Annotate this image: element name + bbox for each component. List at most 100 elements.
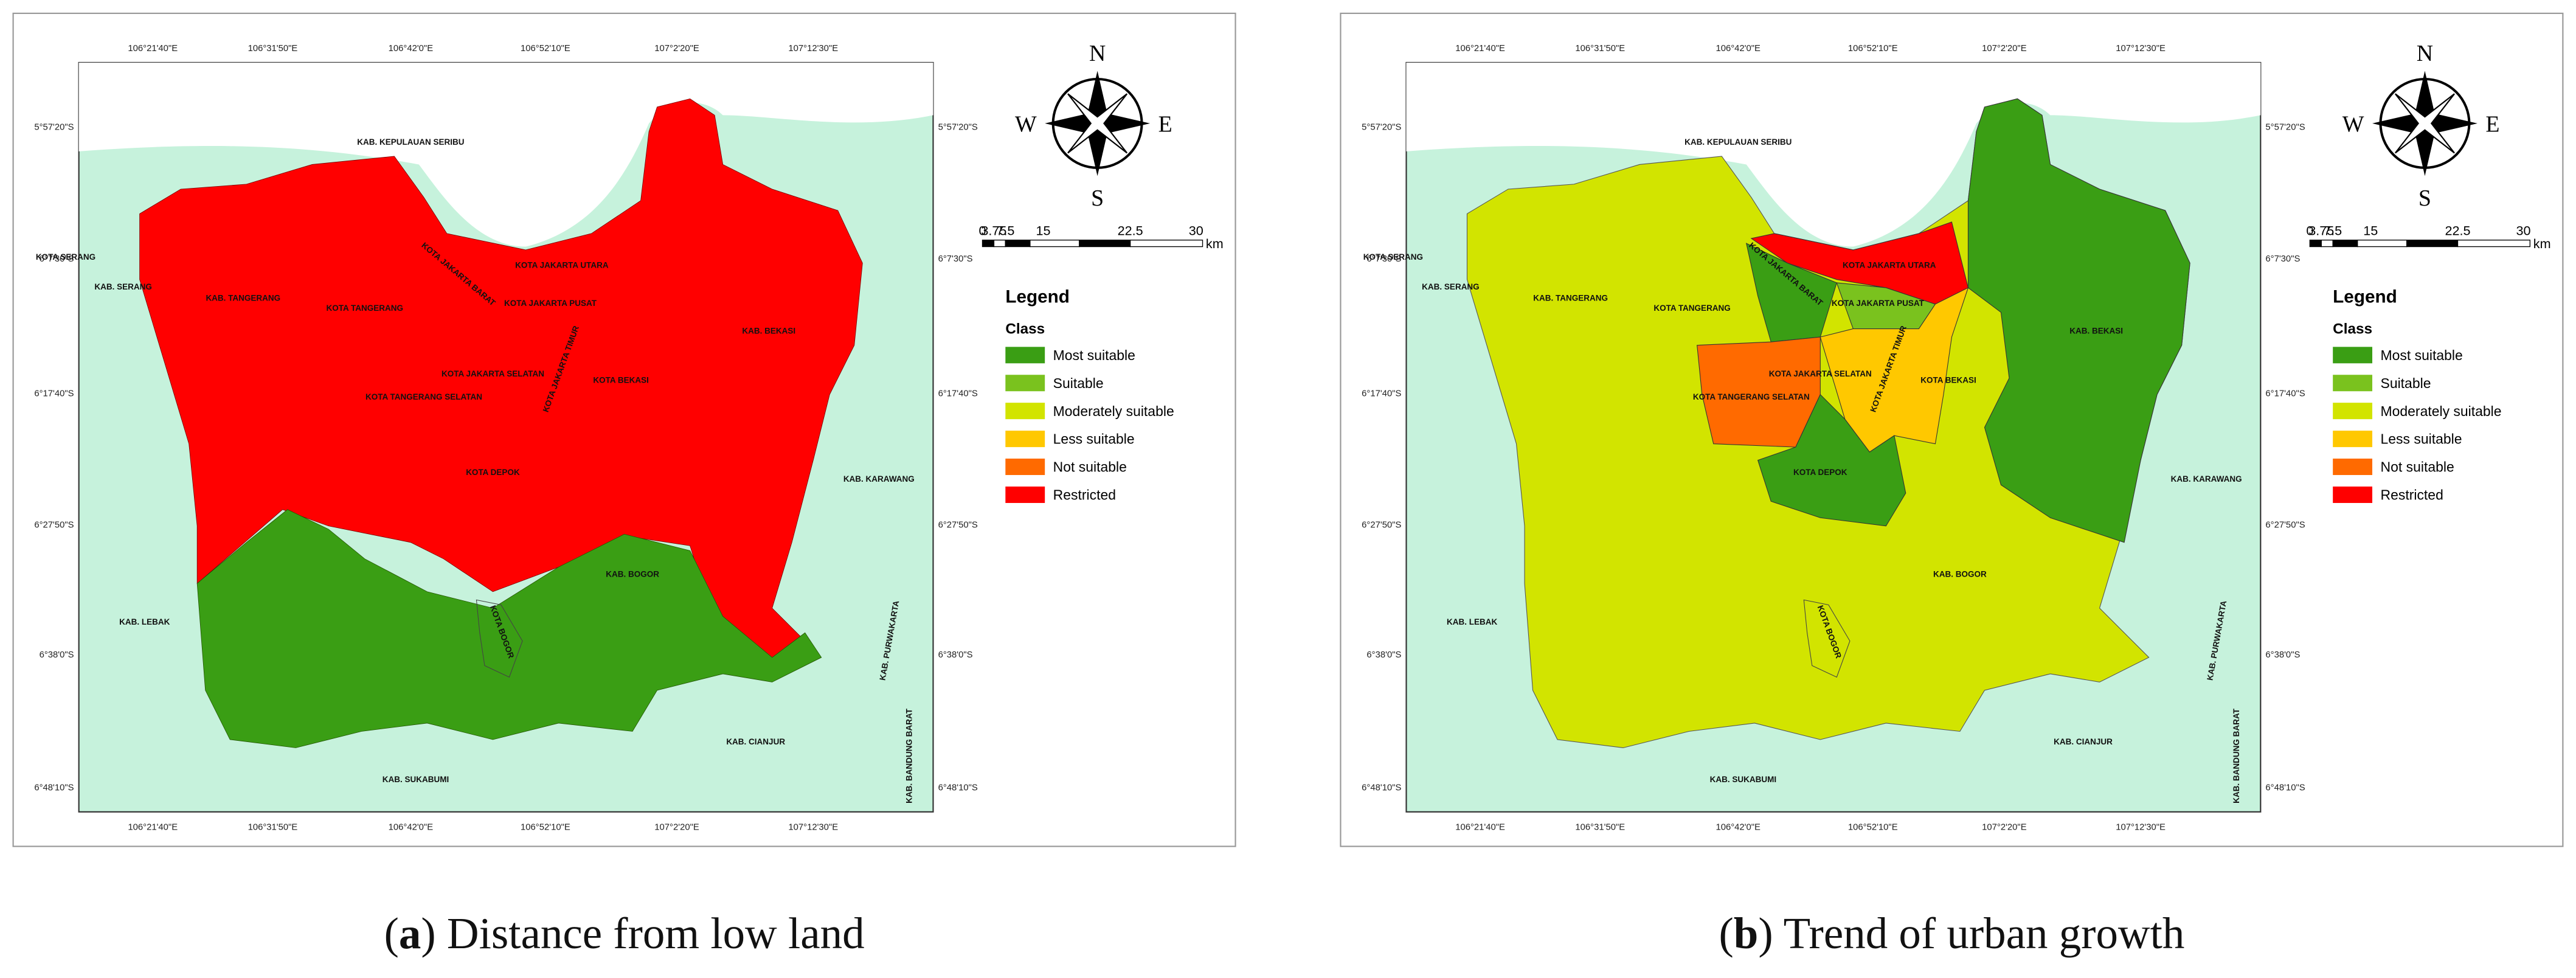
scale-label: 22.5 — [1118, 223, 1143, 238]
scale-label: 30 — [2516, 223, 2531, 238]
region-label: KAB. SUKABUMI — [383, 775, 449, 784]
region-label: KAB. LEBAK — [119, 617, 170, 626]
legend-swatch — [1005, 375, 1045, 392]
region-label: KAB. BOGOR — [606, 570, 659, 579]
legend-swatch — [2333, 486, 2373, 503]
kota-bogor-outline — [476, 599, 523, 678]
lon-label-bottom: 107°2'20"E — [654, 823, 699, 833]
lon-label-top: 107°12'30"E — [788, 44, 838, 54]
lat-label-right: 6°27'50"S — [2265, 520, 2305, 530]
region-label: KOTA JAKARTA SELATAN — [441, 369, 544, 378]
lon-label-top: 106°42'0"E — [389, 44, 434, 54]
compass-star-inner — [1067, 93, 1128, 154]
scale-segment — [2406, 240, 2459, 248]
lat-label-left: 6°7'30"S — [40, 254, 74, 264]
legend-swatch — [1005, 486, 1045, 503]
lon-label-top: 106°42'0"E — [1716, 44, 1761, 54]
lon-label-top: 106°21'40"E — [128, 44, 178, 54]
lat-label-right: 6°7'30"S — [938, 254, 973, 264]
region-label: KOTA JAKARTA UTARA — [515, 261, 609, 270]
region-label: KOTA JAKARTA SELATAN — [1769, 369, 1872, 378]
compass-letter: N — [1089, 41, 1106, 66]
scale-label: 3.75 — [2308, 223, 2334, 238]
lat-label-left: 6°17'40"S — [1362, 389, 1401, 398]
legend-label: Restricted — [2381, 487, 2443, 503]
scale-label: 7.5 — [2324, 223, 2342, 238]
bekasi-zone — [1967, 98, 2190, 543]
scale-unit: km — [2533, 236, 2551, 251]
lat-label-right: 5°57'20"S — [2265, 123, 2305, 133]
lon-label-bottom: 106°21'40"E — [128, 823, 178, 833]
compass-letter: S — [2418, 186, 2431, 211]
region-label: KOTA TANGERANG — [1653, 303, 1731, 313]
region-label: KOTA SERANG — [36, 252, 95, 262]
legend-label: Most suitable — [2381, 347, 2463, 363]
lat-label-left: 6°48'10"S — [1362, 783, 1401, 793]
legend-swatch — [2333, 403, 2373, 420]
lon-label-bottom: 106°31'50"E — [248, 823, 298, 833]
legend-label: Suitable — [2381, 375, 2431, 391]
scale-segment — [2457, 240, 2531, 248]
lon-label-bottom: 106°21'40"E — [1455, 823, 1505, 833]
scale-label: 7.5 — [996, 223, 1014, 238]
lat-label-left: 6°38'0"S — [1366, 650, 1401, 660]
region-label: KOTA DEPOK — [466, 468, 520, 477]
region-label: KAB. SUKABUMI — [1710, 775, 1777, 784]
region-label: KAB. SERANG — [94, 282, 152, 291]
lon-label-top: 107°2'20"E — [654, 44, 699, 54]
region-label: KAB. CIANJUR — [726, 737, 785, 746]
region-label: KAB. TANGERANG — [206, 294, 280, 303]
scale-segment — [2357, 240, 2408, 248]
lon-label-bottom: 106°52'10"E — [1848, 823, 1898, 833]
legend-swatch — [2333, 431, 2373, 448]
scale-label: 0 — [2306, 223, 2313, 238]
region-label: KAB. SERANG — [1422, 282, 1480, 291]
scale-segment — [982, 240, 995, 248]
caption-part: ( — [1719, 909, 1733, 958]
scale-label: 3.75 — [981, 223, 1006, 238]
caption-part: ) Trend of urban growth — [1758, 909, 2184, 958]
region-label: KAB. KARAWANG — [843, 474, 915, 484]
region-label: KAB. LEBAK — [1447, 617, 1497, 626]
lat-label-right: 6°48'10"S — [938, 783, 978, 793]
scale-segment — [2332, 240, 2358, 248]
lon-label-bottom: 106°52'10"E — [521, 823, 570, 833]
region-label: KOTA BEKASI — [1920, 376, 1976, 385]
map-panel: 106°21'40"E 106°21'40"E 106°31'50"E 106°31'… — [1340, 12, 2564, 958]
scale-segment — [1005, 240, 1031, 248]
lat-label-right: 6°17'40"S — [2265, 389, 2305, 398]
sea — [1406, 62, 2261, 247]
scale-segment — [1129, 240, 1203, 248]
compass-letter: W — [1015, 111, 1037, 137]
region-label: KOTA BEKASI — [593, 376, 649, 385]
depok-zone — [1757, 394, 1906, 527]
compass-letter: W — [2342, 111, 2364, 137]
legend-swatch — [1005, 459, 1045, 476]
lon-label-bottom: 107°12'30"E — [2116, 823, 2166, 833]
legend-subtitle: Class — [2333, 321, 2372, 338]
region-label: KAB. CIANJUR — [2054, 737, 2113, 746]
compass-letter: S — [1091, 186, 1104, 211]
legend-label: Moderately suitable — [1053, 403, 1174, 419]
region-label: KOTA SERANG — [1363, 252, 1423, 262]
region-label: KAB. KARAWANG — [2171, 474, 2242, 484]
lat-label-left: 5°57'20"S — [34, 123, 74, 133]
legend-swatch — [2333, 347, 2373, 364]
caption-part: a — [399, 909, 421, 958]
scale-unit: km — [1206, 236, 1224, 251]
lon-label-bottom: 106°31'50"E — [1575, 823, 1625, 833]
lat-label-left: 5°57'20"S — [1362, 123, 1401, 133]
lon-label-bottom: 107°2'20"E — [1982, 823, 2027, 833]
legend-swatch — [1005, 431, 1045, 448]
legend-title: Legend — [2333, 286, 2397, 307]
lon-label-top: 107°12'30"E — [2116, 44, 2166, 54]
region-label: KAB. KEPULAUAN SERIBU — [1684, 137, 1792, 147]
region-label: KAB. TANGERANG — [1533, 294, 1608, 303]
legend-label: Not suitable — [1053, 459, 1127, 475]
lat-label-right: 6°48'10"S — [2265, 783, 2305, 793]
lon-label-top: 106°31'50"E — [1575, 44, 1625, 54]
legend-label: Moderately suitable — [2381, 403, 2502, 419]
region-label: KOTA TANGERANG SELATAN — [365, 392, 482, 401]
region-label: KAB. BEKASI — [2069, 327, 2123, 336]
